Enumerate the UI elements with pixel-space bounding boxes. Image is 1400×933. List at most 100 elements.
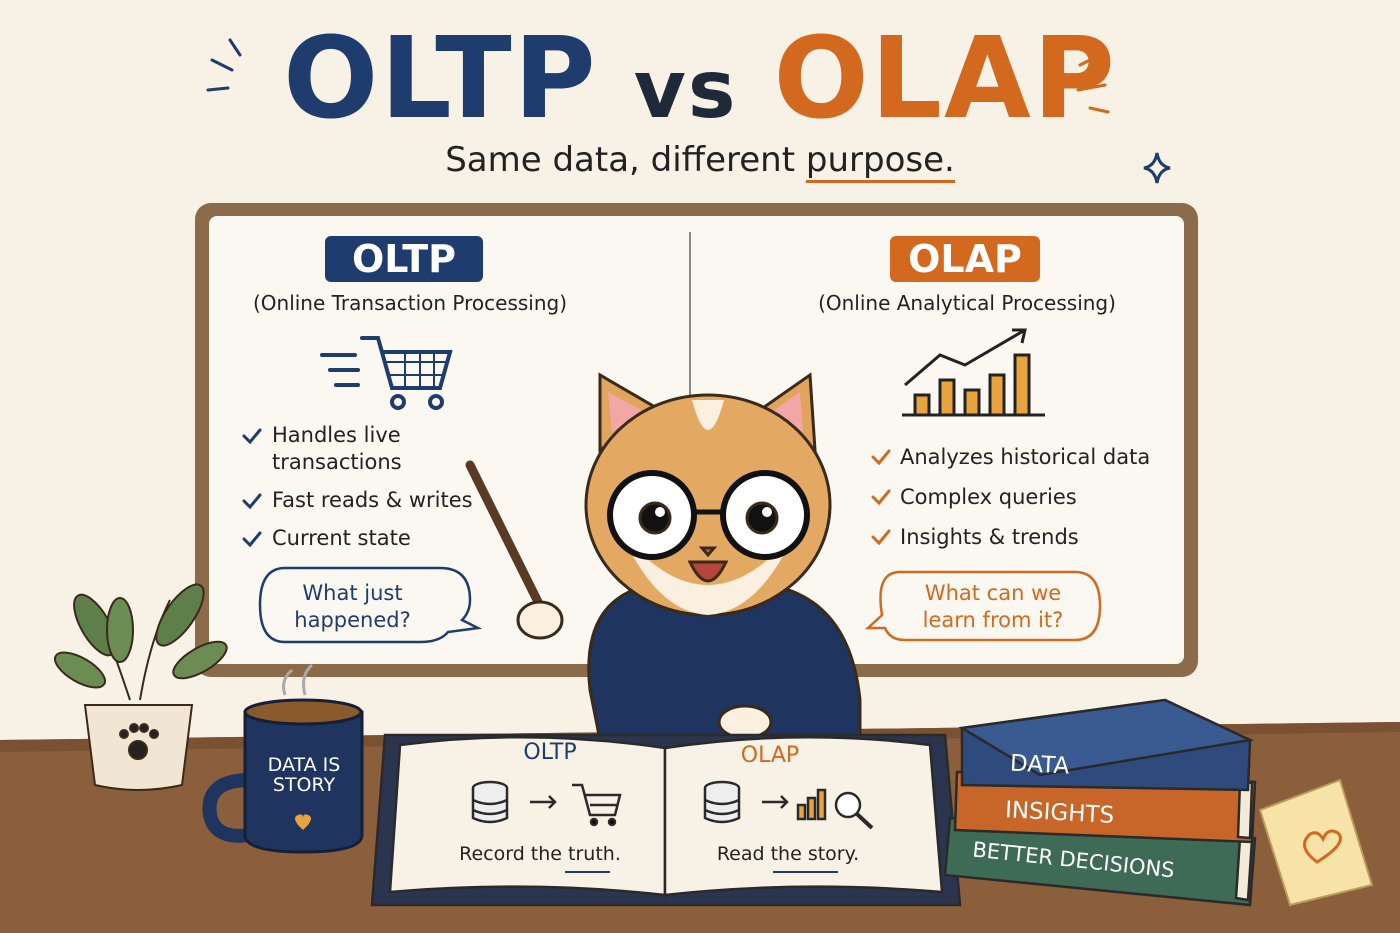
open-book-part: [607, 817, 617, 827]
cat-part: [516, 600, 564, 640]
book-oltp-caption: Record the truth.: [459, 843, 621, 865]
plant-part: [155, 583, 205, 647]
oltp-bubble: What just happened?: [294, 581, 411, 632]
mug-part: [282, 663, 314, 696]
open-book-part-part: [704, 798, 740, 816]
open-book-part: [855, 812, 874, 830]
bars-icon-part: [1012, 328, 1027, 344]
decoration-part: [210, 58, 234, 72]
decoration-part: [1078, 53, 1102, 67]
oltp-point: Current state: [272, 526, 411, 550]
plant-part: [139, 723, 149, 733]
heart-card-part: [1258, 778, 1374, 907]
plant: [54, 583, 228, 791]
olap-subtitle: (Online Analytical Processing): [818, 291, 1116, 315]
plant-part: [119, 729, 129, 739]
decoration-part: [1076, 83, 1107, 92]
checkmarks-part: [871, 449, 891, 466]
oltp-point: Fast reads & writes: [272, 488, 473, 512]
decoration-part: [1088, 106, 1110, 114]
olap-badge: OLAP: [908, 237, 1022, 281]
oltp-subtitle: (Online Transaction Processing): [252, 291, 568, 315]
plant-part: [139, 599, 171, 701]
open-book-part: [572, 783, 622, 817]
open-book-part-part: [472, 798, 508, 816]
bars-icon-part: [904, 328, 1026, 387]
cart-icon-part: [428, 394, 444, 410]
speech-bubbles: [258, 566, 1102, 644]
cat-part: [687, 560, 729, 583]
plant-part: [172, 640, 228, 680]
olap-point: Complex queries: [900, 485, 1077, 509]
cat-part: [698, 546, 718, 558]
bars-icon-part: [938, 378, 956, 417]
cat: [465, 372, 862, 742]
open-book: [370, 733, 962, 907]
bars-icon-part: [963, 388, 981, 417]
bars-icon: [902, 328, 1045, 417]
open-book-part: [589, 817, 599, 827]
speech-bubbles-part: [864, 570, 1102, 642]
decoration: [206, 38, 1171, 184]
book-oltp-heading: OLTP: [523, 740, 577, 765]
book-stack-part: [1234, 836, 1254, 902]
whiteboard-part: [325, 236, 483, 282]
heart-card: [1258, 778, 1374, 907]
open-book-part: [806, 796, 817, 821]
title-middle: vs: [633, 43, 738, 136]
cat-part: [745, 501, 779, 535]
open-book-part: [530, 795, 789, 809]
cat-part: [717, 704, 773, 740]
olap-point: Insights & trends: [900, 525, 1079, 549]
cart-icon-part: [390, 394, 406, 410]
plant-part: [128, 740, 148, 760]
bars-icon-part: [913, 393, 931, 417]
checkmarks-part: [242, 428, 262, 445]
cat-part: [772, 392, 803, 432]
open-book-part: [796, 803, 807, 821]
speech-bubbles-part: [258, 566, 483, 644]
cart-icon: [320, 336, 453, 410]
oltp-point: Handles live transactions: [272, 423, 402, 474]
cart-icon-part: [385, 351, 447, 389]
cat-part: [655, 507, 665, 517]
cat-part: [762, 507, 772, 517]
book-title: DATA: [1009, 750, 1070, 780]
plant-part: [106, 597, 134, 663]
subtitle: Same data, different purpose.: [0, 140, 1400, 183]
decoration-part: [228, 38, 242, 57]
mug: [202, 663, 364, 854]
plant-part: [54, 651, 106, 689]
oltp-badge: OLTP: [352, 237, 456, 281]
cat-part: [620, 530, 796, 615]
olap-bubble: What can we learn from it?: [922, 581, 1064, 632]
cat-part: [692, 400, 724, 430]
decoration-part: [1143, 152, 1171, 184]
title: OLTP vs OLAP: [0, 14, 1400, 144]
subtitle-lead: Same data, different: [445, 140, 796, 180]
checkmarks-part: [242, 493, 262, 510]
whiteboard-part: [890, 236, 1040, 282]
mug-part: [295, 814, 311, 830]
bars-icon-part: [1013, 353, 1031, 417]
title-right: OLAP: [773, 14, 1117, 144]
olap-point: Analyzes historical data: [900, 445, 1151, 469]
open-book-part: [471, 780, 741, 824]
plant-part: [149, 729, 159, 739]
mug-part: [202, 773, 251, 843]
mug-part: [243, 698, 363, 726]
decoration-part: [206, 86, 230, 92]
mug-text: DATA IS STORY: [267, 754, 341, 796]
book-olap-heading: OLAP: [740, 743, 800, 768]
bars-icon-part: [988, 373, 1006, 417]
checkmarks-part: [242, 531, 262, 548]
mug-part: [243, 710, 364, 854]
cat-part: [608, 392, 645, 432]
subtitle-emphasis: purpose.: [805, 140, 955, 183]
book-olap-caption: Read the story.: [716, 843, 860, 865]
checkmarks-part: [871, 489, 891, 506]
cat-part: [638, 501, 672, 535]
open-book-part: [816, 788, 827, 821]
